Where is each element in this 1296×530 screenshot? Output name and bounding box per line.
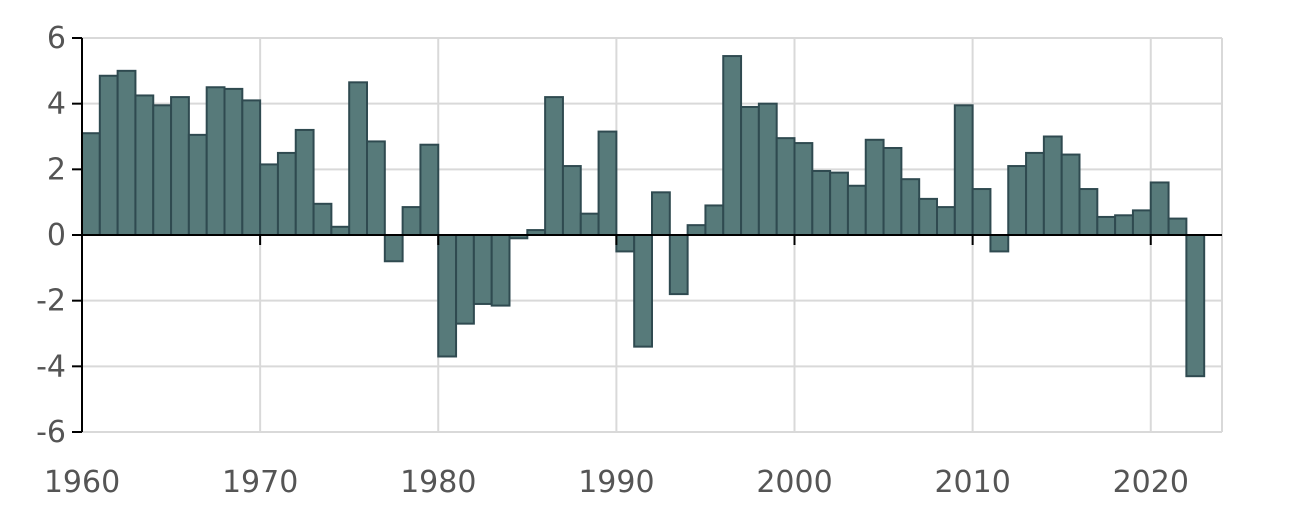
bar-1995	[704, 204, 725, 236]
bar-2019	[1131, 209, 1152, 236]
bar-2013	[1025, 151, 1045, 237]
bar-1965	[170, 96, 190, 236]
x-tick-label: 1980	[400, 465, 476, 500]
y-tick-labels: 6 4 2 0 -2 -4 -6	[36, 21, 66, 450]
x-tick-label: 2000	[756, 465, 832, 500]
bar-1977	[383, 234, 404, 263]
bar-1978	[401, 206, 422, 236]
bar-1988	[579, 212, 600, 237]
bar-2006	[900, 178, 921, 236]
bar-1983	[490, 234, 511, 307]
bar-1962	[116, 69, 137, 237]
x-tick-label: 1990	[578, 465, 654, 500]
y-tick-label: -4	[36, 349, 66, 384]
y-tick-label: -6	[36, 415, 66, 450]
bar-1961	[98, 74, 119, 236]
bar-2014	[1042, 135, 1063, 236]
bar-2007	[918, 197, 938, 236]
bar-1991	[633, 234, 653, 348]
bar-1960	[81, 132, 101, 236]
x-tick-label: 1970	[222, 465, 298, 500]
x-tick-label: 2010	[934, 465, 1010, 500]
y-tick-label: -2	[36, 284, 66, 319]
bar-1970	[259, 163, 279, 237]
x-tick-label: 2020	[1113, 465, 1189, 500]
bars	[81, 55, 1206, 378]
bar-1981	[455, 234, 475, 325]
bar-1967	[205, 86, 226, 236]
bar-2021	[1167, 217, 1188, 236]
bar-1986	[544, 96, 564, 236]
bar-1968	[223, 87, 244, 237]
bar-1990	[615, 234, 636, 253]
x-tick-labels: 1960 1970 1980 1990 2000 2010 2020	[44, 465, 1189, 500]
bar-1997	[740, 105, 760, 236]
y-tick-label: 6	[47, 21, 66, 56]
bar-1972	[294, 128, 315, 236]
bar-2003	[846, 184, 867, 236]
bar-1971	[276, 151, 297, 237]
bar-1973	[312, 202, 333, 236]
x-tick-label: 1960	[44, 465, 120, 500]
bar-2016	[1078, 188, 1099, 237]
bar-2017	[1096, 215, 1117, 236]
bar-1989	[597, 130, 618, 236]
bar-1998	[757, 102, 778, 236]
bar-1974	[330, 225, 351, 237]
y-tick-label: 4	[47, 87, 66, 122]
bar-2005	[882, 146, 903, 236]
bar-2000	[793, 142, 814, 236]
bar-1992	[651, 191, 671, 236]
bar-2015	[1060, 153, 1081, 236]
bar-1963	[134, 94, 155, 237]
bar-2022	[1185, 234, 1206, 378]
bar-1993	[668, 234, 689, 296]
bar-1994	[686, 224, 707, 236]
bar-2020	[1149, 181, 1170, 236]
y-tick-label: 2	[47, 152, 66, 187]
bar-1999	[775, 137, 796, 236]
axes	[72, 37, 1222, 433]
bar-1982	[472, 234, 493, 305]
bar-2012	[1007, 165, 1028, 236]
bar-2002	[829, 171, 849, 237]
bar-1979	[419, 143, 440, 236]
bar-1975	[348, 81, 368, 236]
bar-2018	[1114, 214, 1134, 237]
bar-2010	[971, 188, 992, 237]
bar-2009	[953, 104, 974, 236]
bar-2004	[864, 138, 885, 237]
bar-1966	[187, 133, 208, 237]
bar-1996	[722, 55, 743, 236]
y-tick-label: 0	[47, 218, 66, 253]
bar-2011	[989, 234, 1010, 253]
bar-1964	[152, 104, 173, 236]
bar-1969	[241, 99, 262, 236]
bar-1976	[366, 140, 386, 236]
bar-2008	[936, 206, 956, 236]
bar-1987	[561, 165, 582, 236]
bar-2001	[811, 169, 832, 237]
bar-1980	[437, 234, 458, 358]
